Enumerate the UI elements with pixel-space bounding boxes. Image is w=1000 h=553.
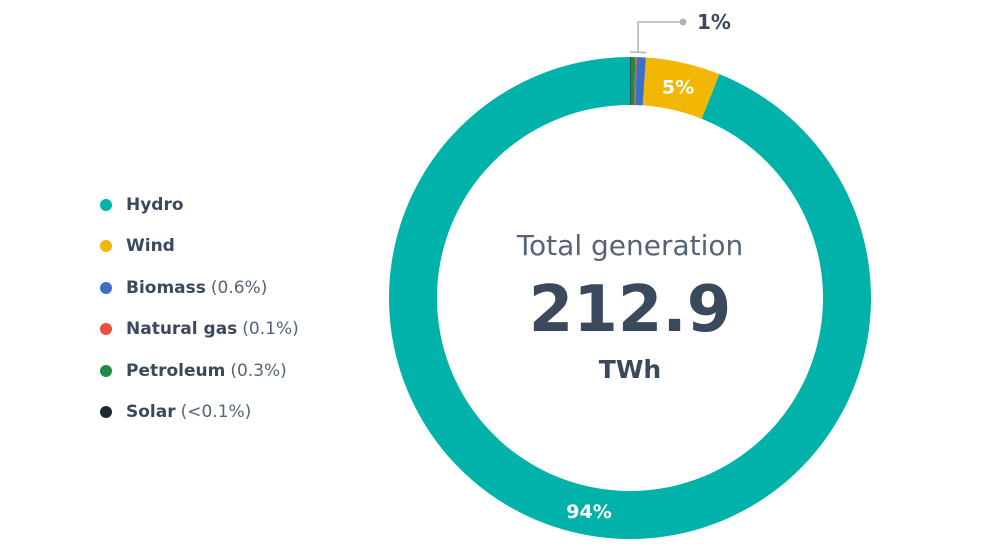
callout-group: 1% bbox=[629, 10, 731, 54]
legend-dot-natural-gas bbox=[100, 323, 112, 336]
slice-labels: 94% 5% bbox=[566, 76, 694, 523]
legend-dot-biomass bbox=[100, 281, 112, 294]
legend-label: Wind bbox=[126, 236, 175, 257]
legend-label: Natural gas bbox=[126, 319, 238, 340]
callout-label: 1% bbox=[697, 10, 731, 34]
slice-petroleum bbox=[630, 57, 636, 106]
legend-label: Biomass bbox=[126, 277, 206, 298]
legend-item-solar: Solar (<0.1%) bbox=[100, 392, 299, 434]
center-title: Total generation bbox=[516, 229, 744, 262]
legend-note: (0.3%) bbox=[230, 360, 287, 381]
slice-label-hydro: 94% bbox=[566, 501, 611, 523]
callout-dot bbox=[679, 18, 687, 26]
center-value: 212.9 bbox=[529, 273, 731, 347]
legend-dot-hydro bbox=[100, 198, 112, 211]
slice-solar bbox=[630, 57, 631, 106]
legend-item-petroleum: Petroleum (0.3%) bbox=[100, 350, 299, 392]
legend-dot-solar bbox=[100, 406, 112, 419]
slice-biomass bbox=[635, 57, 646, 106]
callout-leader-line bbox=[637, 21, 683, 53]
legend-note: (0.1%) bbox=[242, 319, 299, 340]
legend-label: Solar bbox=[126, 402, 176, 423]
legend-dot-wind bbox=[100, 240, 112, 253]
legend-note: (<0.1%) bbox=[180, 402, 252, 423]
donut-slices bbox=[389, 57, 872, 540]
center-unit: TWh bbox=[599, 355, 661, 384]
legend-item-biomass: Biomass (0.6%) bbox=[100, 267, 299, 309]
legend-item-natural-gas: Natural gas (0.1%) bbox=[100, 309, 299, 351]
legend-dot-petroleum bbox=[100, 364, 112, 377]
legend-label: Hydro bbox=[126, 194, 184, 215]
slice-label-wind: 5% bbox=[662, 76, 694, 98]
legend-label: Petroleum bbox=[126, 360, 226, 381]
chart-legend: Hydro Wind Biomass (0.6%) Natural gas (0.1%) P… bbox=[100, 184, 299, 433]
legend-item-hydro: Hydro bbox=[100, 184, 299, 226]
callout-bracket bbox=[629, 51, 647, 54]
legend-item-wind: Wind bbox=[100, 226, 299, 268]
slice-wind bbox=[642, 57, 720, 119]
legend-note: (0.6%) bbox=[210, 277, 268, 298]
slice-natural-gas bbox=[634, 57, 637, 106]
